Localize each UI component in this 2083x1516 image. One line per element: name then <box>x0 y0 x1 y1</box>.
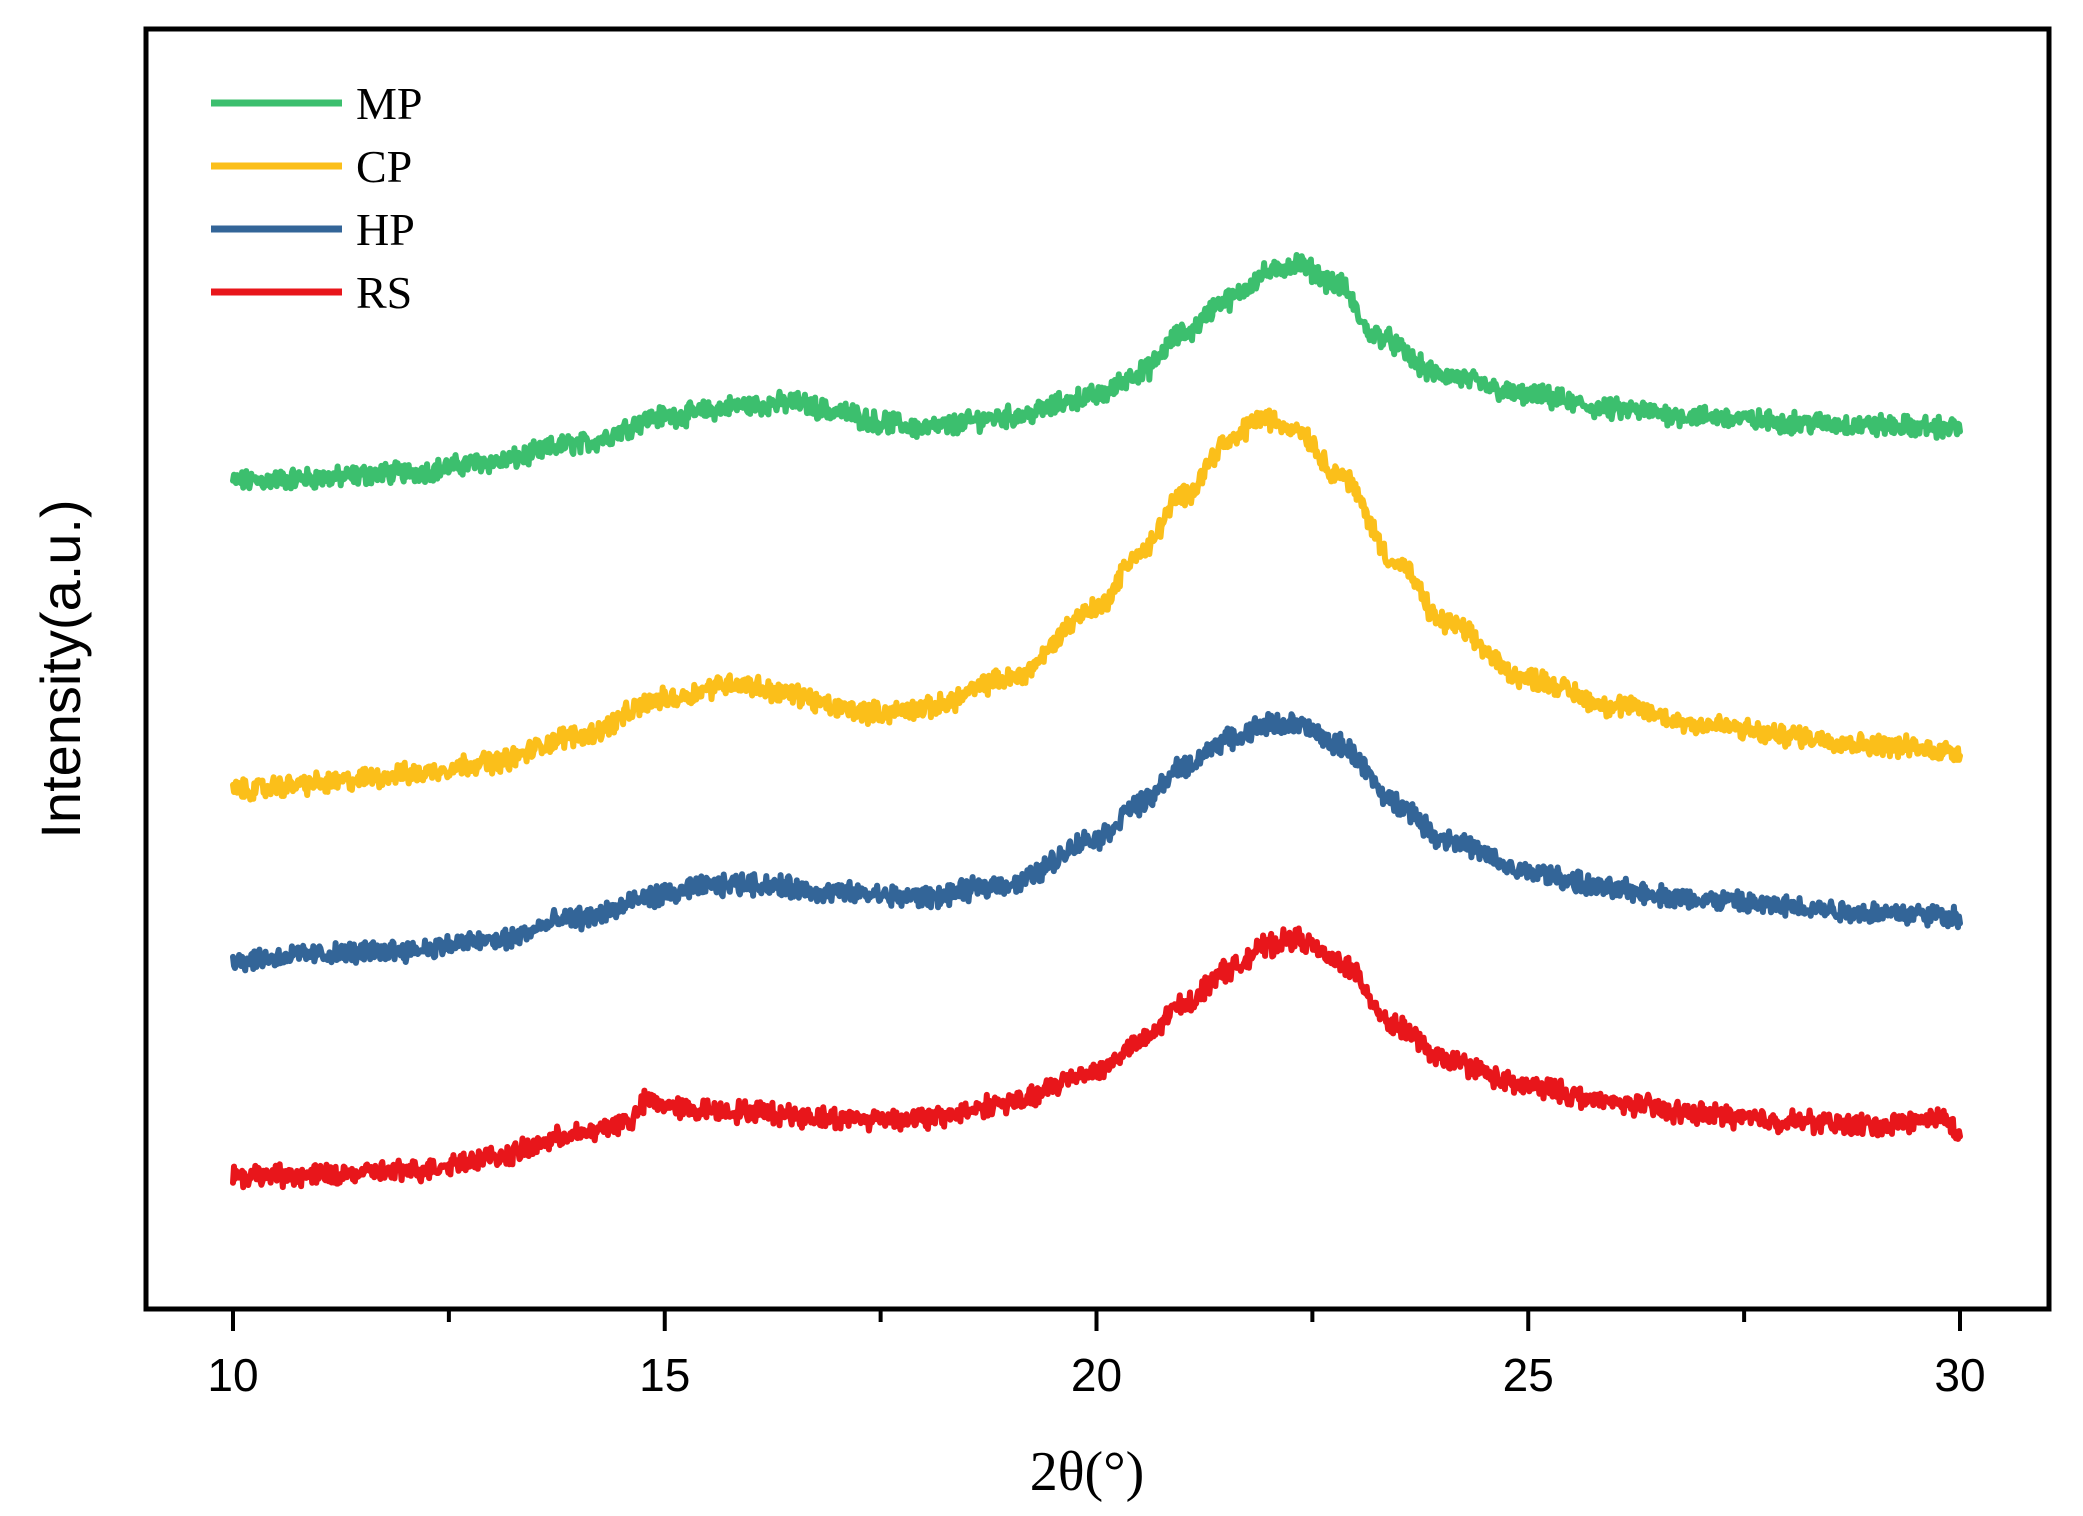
series-lines <box>230 252 1963 1191</box>
series-line-hp <box>230 711 1963 974</box>
x-tick-label: 20 <box>1071 1349 1122 1401</box>
legend-label-rs: RS <box>356 267 412 318</box>
legend-label-hp: HP <box>356 204 415 255</box>
x-tick-label: 10 <box>207 1349 258 1401</box>
x-axis-ticks <box>231 1309 1962 1331</box>
legend-label-cp: CP <box>356 141 412 192</box>
x-tick-label: 25 <box>1503 1349 1554 1401</box>
x-axis-title: 2θ(°) <box>1030 1441 1145 1503</box>
series-line-rs <box>230 925 1963 1191</box>
x-tick-label: 30 <box>1934 1349 1985 1401</box>
legend-label-mp: MP <box>356 78 422 129</box>
x-tick-label: 15 <box>639 1349 690 1401</box>
legend: MP CP HP RS <box>211 78 422 318</box>
x-axis-tick-labels: 10 15 20 25 30 <box>207 1349 1985 1401</box>
series-line-cp <box>230 407 1963 803</box>
series-line-mp <box>230 252 1963 492</box>
y-axis-title: Intensity(a.u.) <box>29 499 92 838</box>
